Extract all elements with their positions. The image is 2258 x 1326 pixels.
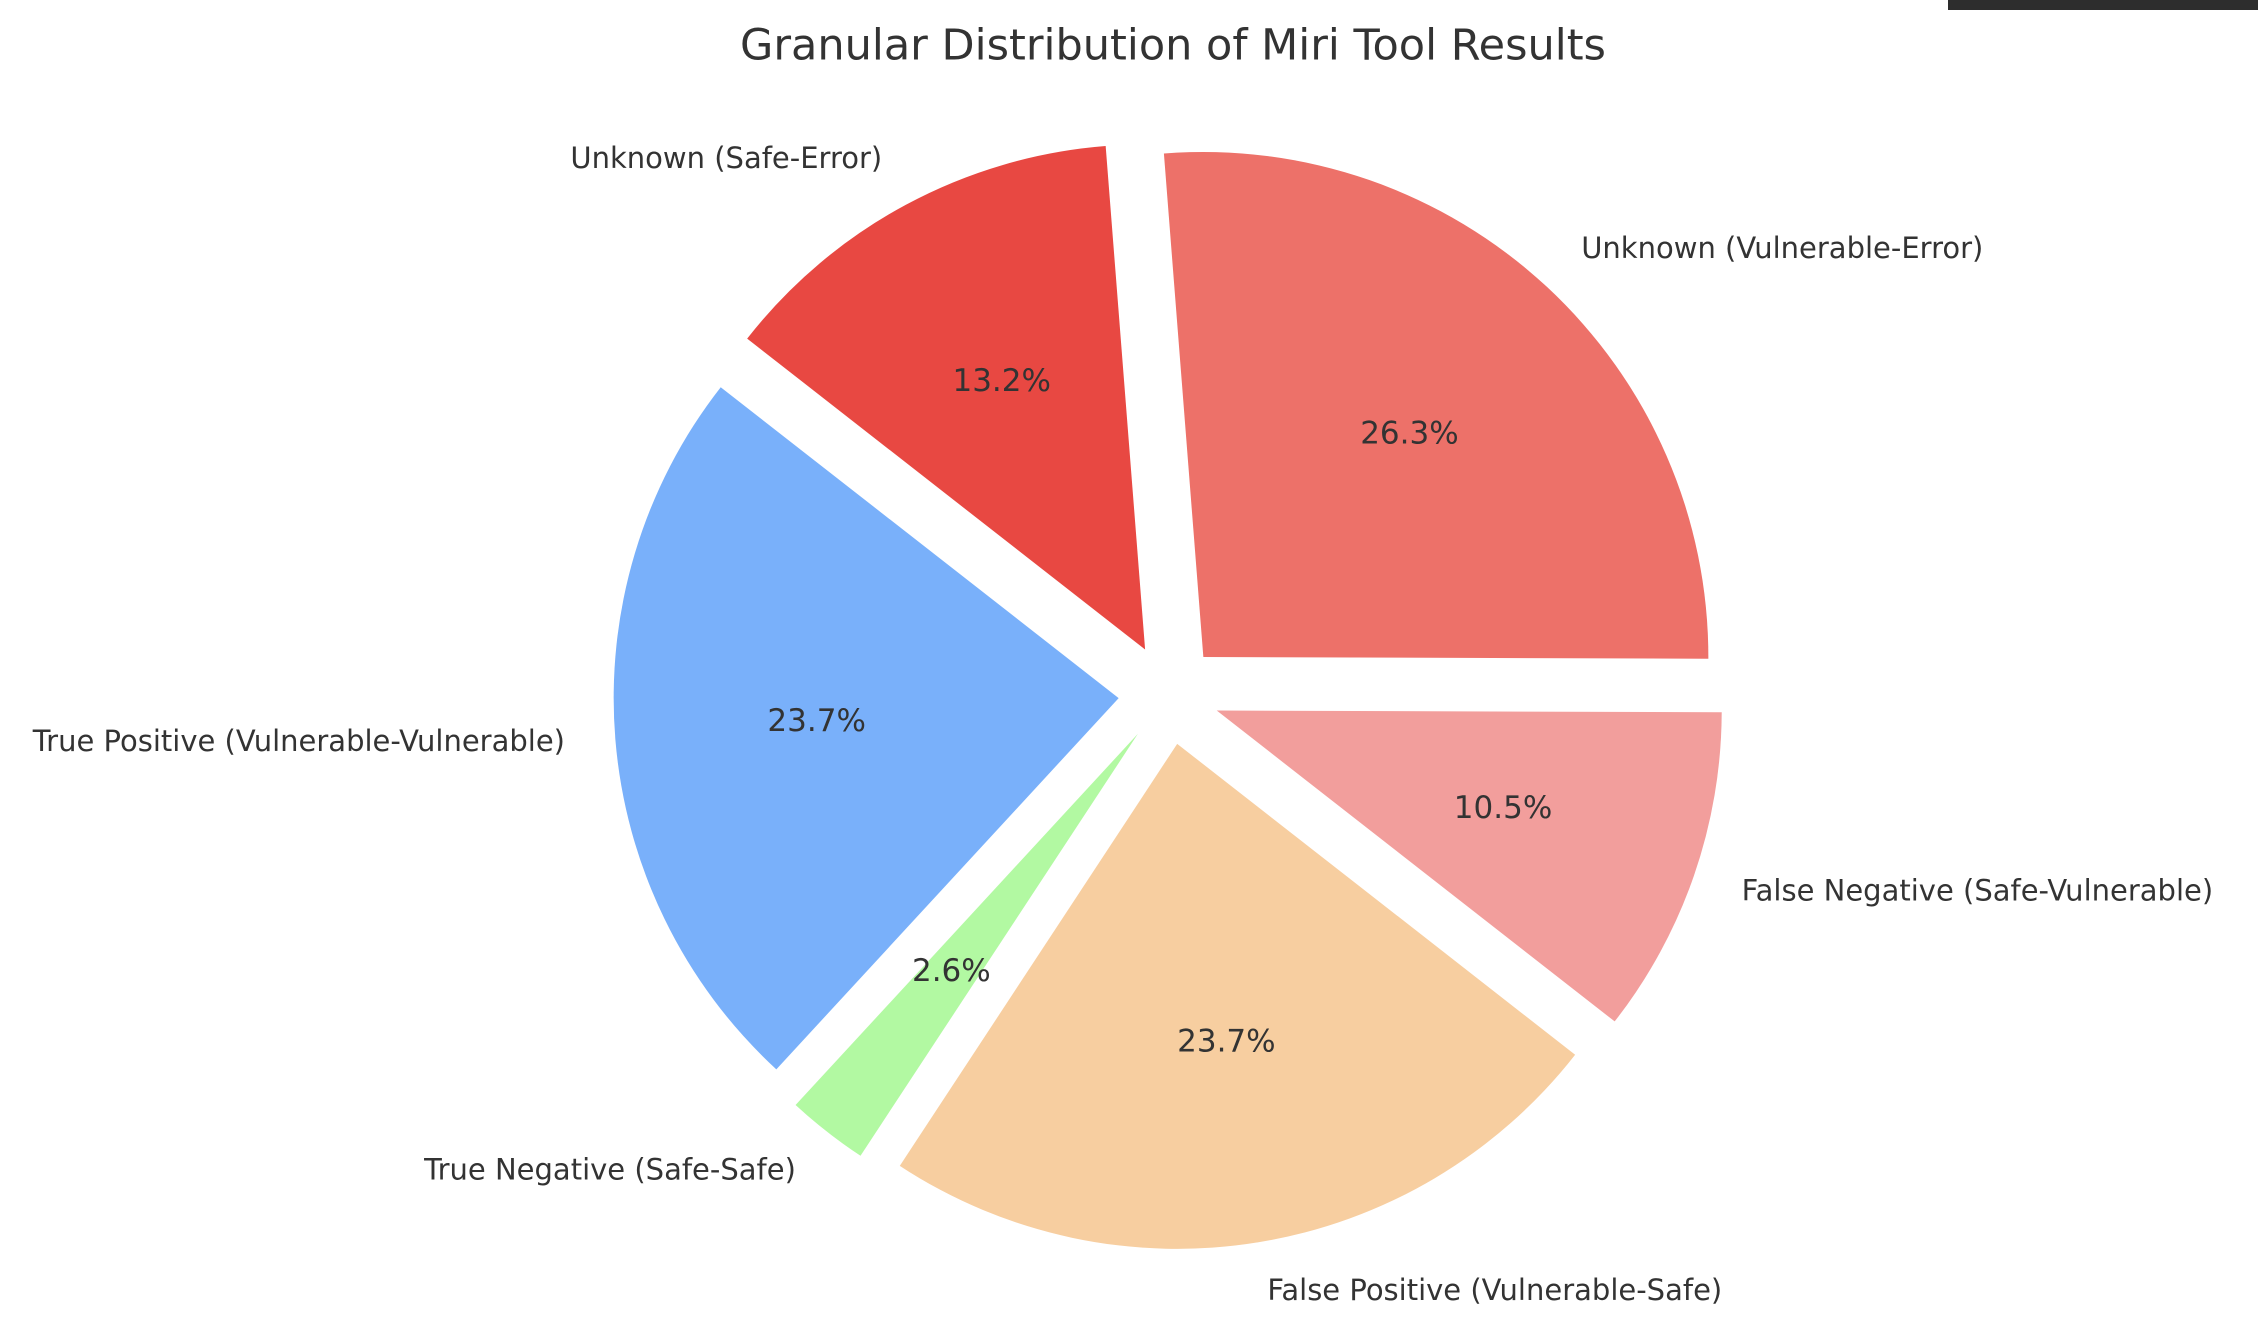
pie-slice — [1216, 710, 1722, 1022]
pie-slice — [899, 743, 1576, 1249]
pie-slice — [747, 146, 1146, 650]
value-label: 13.2% — [952, 363, 1050, 399]
value-label: 10.5% — [1454, 790, 1552, 826]
slice-label: True Positive (Vulnerable-Vulnerable) — [32, 724, 565, 758]
value-label: 2.6% — [912, 953, 991, 989]
pie-slice — [795, 733, 1138, 1156]
chart-title: Granular Distribution of Miri Tool Resul… — [740, 21, 1606, 71]
slice-label: False Positive (Vulnerable-Safe) — [1267, 1273, 1722, 1307]
slice-label: Unknown (Safe-Error) — [570, 141, 882, 175]
value-label: 26.3% — [1360, 415, 1458, 451]
slice-label: False Negative (Safe-Vulnerable) — [1742, 873, 2214, 907]
pie-slice — [1163, 151, 1709, 659]
value-label: 23.7% — [767, 703, 865, 739]
slice-label: True Negative (Safe-Safe) — [423, 1153, 796, 1187]
value-label: 23.7% — [1177, 1023, 1275, 1059]
window-bar — [1948, 0, 2258, 10]
pie-slice — [613, 387, 1119, 1070]
slice-label: Unknown (Vulnerable-Error) — [1581, 231, 1983, 265]
